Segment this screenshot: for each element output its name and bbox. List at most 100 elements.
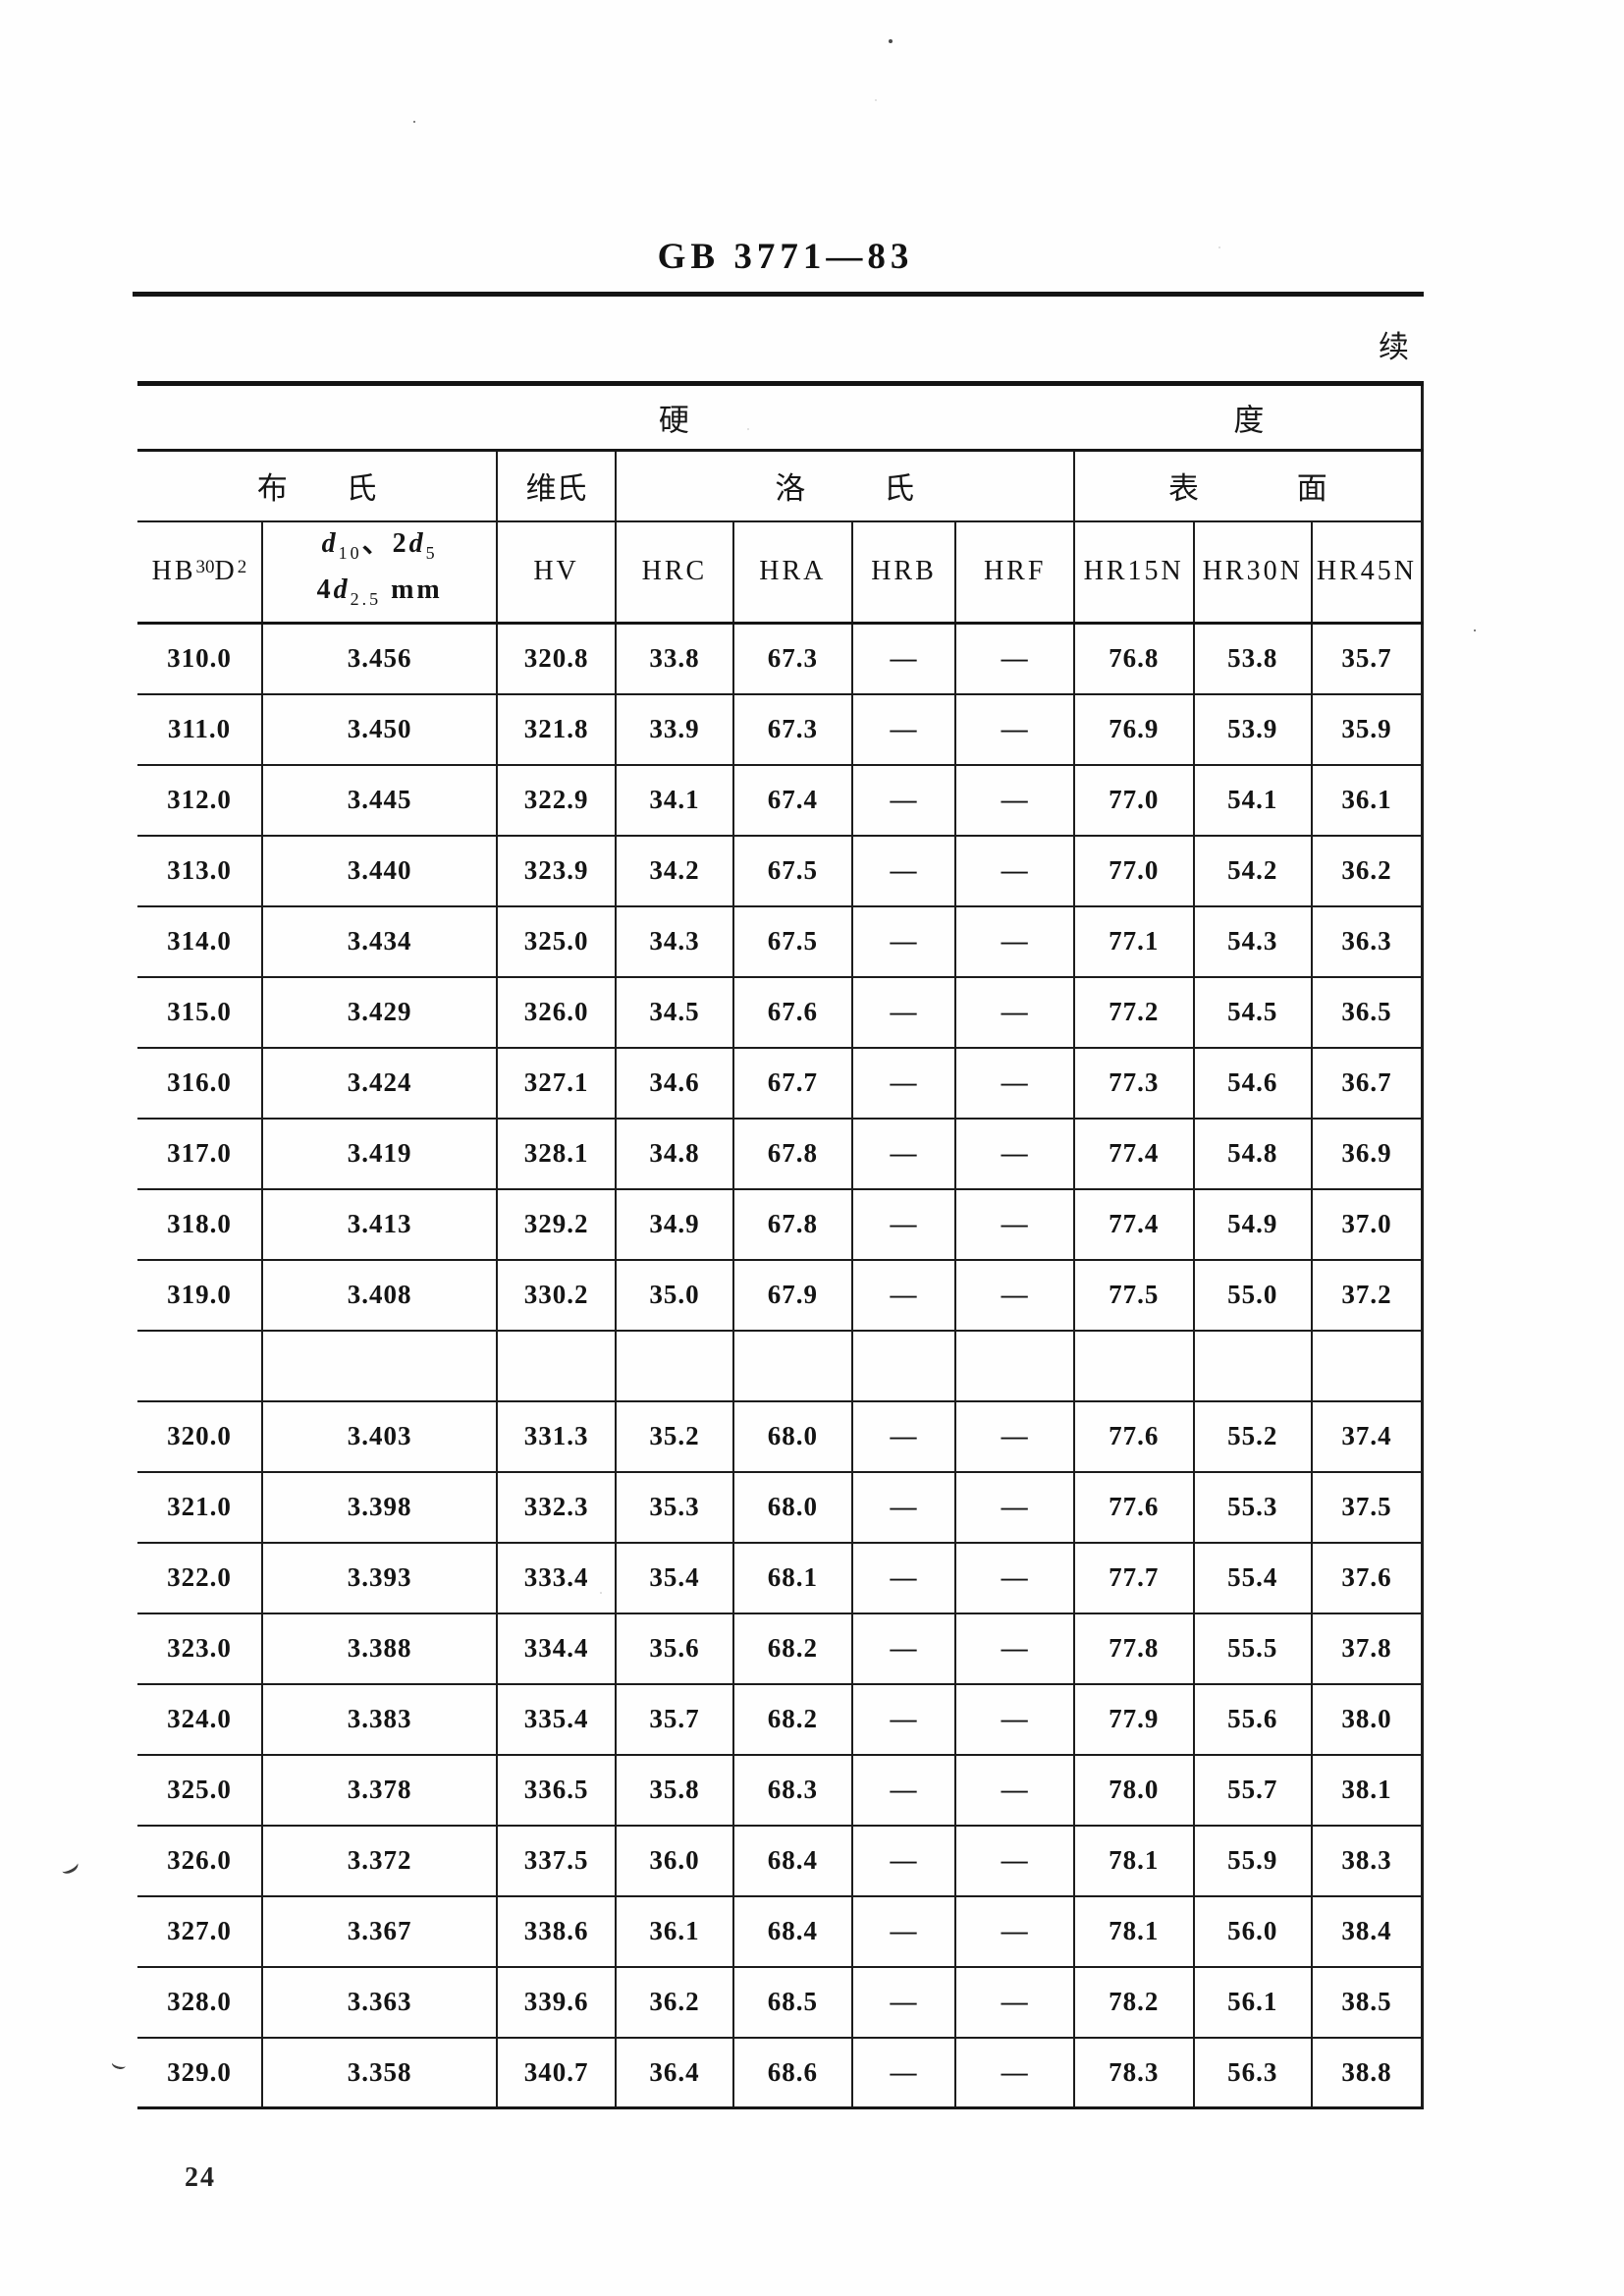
cell-hr30n: 54.1 [1192, 763, 1313, 837]
cell-hv: 328.1 [496, 1117, 617, 1190]
cell-hr30n: 55.6 [1192, 1682, 1313, 1756]
table-row: 316.0 3.424 327.1 34.6 67.7— —77.3 54.6 36.7 [137, 1046, 1424, 1120]
cell-hr15n: 77.0 [1072, 763, 1195, 837]
cell-hv: 321.8 [496, 692, 617, 766]
header-row-columns: HB30D2 d10、2d5 4d2.5 mm HV HRC HRA HRB H… [137, 519, 1424, 625]
cell-hrb: — [850, 975, 957, 1049]
cell-hr45n: 38.0 [1310, 1682, 1424, 1756]
cell-hra: 67.8 [732, 1117, 853, 1190]
cell-hrf: — [954, 1541, 1075, 1614]
cell-hb30d2: 327.0 [137, 1894, 263, 1968]
cell-hr15n [1072, 1329, 1195, 1402]
cell-hrc: 34.6 [614, 1046, 735, 1120]
cell-d-mm: 3.393 [260, 1541, 499, 1614]
hardness-spanner-cell: 硬 度 [137, 382, 1424, 452]
cell-hra: 68.1 [732, 1541, 853, 1614]
cell-hrb: — [850, 2036, 957, 2109]
cell-hr15n: 77.5 [1072, 1258, 1195, 1332]
cell-hv: 327.1 [496, 1046, 617, 1120]
cell-hrc: 34.8 [614, 1117, 735, 1190]
cell-hr45n: 35.9 [1310, 692, 1424, 766]
table-row: 323.0 3.388 334.4 35.6 68.2— —77.8 55.5 37.8 [137, 1612, 1424, 1685]
group-header-surface: 表 面 [1072, 449, 1424, 522]
cell-hra: 68.2 [732, 1612, 853, 1685]
cell-d-mm: 3.419 [260, 1117, 499, 1190]
cell-d-mm: 3.413 [260, 1187, 499, 1261]
pencil-mark [59, 1857, 81, 1877]
cell-hrf: — [954, 763, 1075, 837]
table-row: 321.0 3.398 332.3 35.3 68.0— —77.6 55.3 37.5 [137, 1470, 1424, 1544]
cell-hv: 339.6 [496, 1965, 617, 2039]
cell-hr15n: 78.0 [1072, 1753, 1195, 1827]
cell-hrb: — [850, 904, 957, 978]
column-header-hr15n: HR15N [1072, 519, 1195, 625]
cell-hr30n: 54.6 [1192, 1046, 1313, 1120]
group-header-vickers: 维氏 [496, 449, 617, 522]
cell-hrc: 35.7 [614, 1682, 735, 1756]
cell-hrf: — [954, 1682, 1075, 1756]
cell-hrc: 36.1 [614, 1894, 735, 1968]
cell-hrb: — [850, 1753, 957, 1827]
cell-hra: 68.0 [732, 1470, 853, 1544]
cell-hra: 67.7 [732, 1046, 853, 1120]
cell-d-mm: 3.363 [260, 1965, 499, 2039]
cell-d-mm: 3.388 [260, 1612, 499, 1685]
cell-hrc: 35.3 [614, 1470, 735, 1544]
cell-hb30d2: 313.0 [137, 834, 263, 907]
cell-hra: 67.8 [732, 1187, 853, 1261]
hb-d-symbol: D [214, 556, 238, 587]
cell-d-mm: 3.440 [260, 834, 499, 907]
cell-hv: 333.4 [496, 1541, 617, 1614]
cell-hr45n: 37.6 [1310, 1541, 1424, 1614]
cell-hrf: — [954, 1258, 1075, 1332]
cell-hrc: 35.8 [614, 1753, 735, 1827]
cell-hrb: — [850, 1541, 957, 1614]
cell-hv: 323.9 [496, 834, 617, 907]
cell-d-mm: 3.367 [260, 1894, 499, 1968]
table-row: 325.0 3.378 336.5 35.8 68.3— —78.0 55.7 38.1 [137, 1753, 1424, 1827]
cell-hr15n: 78.3 [1072, 2036, 1195, 2109]
cell-hra [732, 1329, 853, 1402]
cell-hrf: — [954, 1470, 1075, 1544]
cell-hr45n: 36.3 [1310, 904, 1424, 978]
cell-hrc: 34.2 [614, 834, 735, 907]
cell-hv: 325.0 [496, 904, 617, 978]
cell-hb30d2: 322.0 [137, 1541, 263, 1614]
table-row: 313.0 3.440 323.9 34.2 67.5— —77.0 54.2 36.2 [137, 834, 1424, 907]
table-row: 317.0 3.419 328.1 34.8 67.8— —77.4 54.8 36.9 [137, 1117, 1424, 1190]
table-row: 327.0 3.367 338.6 36.1 68.4— —78.1 56.0 38.4 [137, 1894, 1424, 1968]
cell-hrb [850, 1329, 957, 1402]
cell-hra: 67.6 [732, 975, 853, 1049]
cell-hr30n: 55.3 [1192, 1470, 1313, 1544]
cell-hv [496, 1329, 617, 1402]
cell-hra: 67.9 [732, 1258, 853, 1332]
cell-hra: 68.5 [732, 1965, 853, 2039]
cell-hrc [614, 1329, 735, 1402]
cell-hv: 326.0 [496, 975, 617, 1049]
cell-hrf: — [954, 2036, 1075, 2109]
table-row: 315.0 3.429 326.0 34.5 67.6— —77.2 54.5 36.5 [137, 975, 1424, 1049]
cell-hv: 337.5 [496, 1824, 617, 1897]
cell-hv: 330.2 [496, 1258, 617, 1332]
continued-label: 续 [1379, 330, 1409, 364]
cell-hrc: 35.0 [614, 1258, 735, 1332]
cell-hv: 335.4 [496, 1682, 617, 1756]
cell-hb30d2: 324.0 [137, 1682, 263, 1756]
group-header-brinell: 布 氏 [137, 449, 499, 522]
table-row: 310.0 3.456 320.8 33.8 67.3— —76.8 53.8 35.7 [137, 622, 1424, 695]
cell-hv: 329.2 [496, 1187, 617, 1261]
cell-d-mm: 3.424 [260, 1046, 499, 1120]
cell-hr30n: 55.4 [1192, 1541, 1313, 1614]
cell-hr30n: 54.2 [1192, 834, 1313, 907]
cell-hrb: — [850, 1682, 957, 1756]
hb-base: HB [151, 556, 196, 587]
cell-hr15n: 78.1 [1072, 1824, 1195, 1897]
cell-hr30n: 56.3 [1192, 2036, 1313, 2109]
table-row: 312.0 3.445 322.9 34.1 67.4— —77.0 54.1 36.1 [137, 763, 1424, 837]
cell-hrc: 34.3 [614, 904, 735, 978]
cell-hr15n: 78.1 [1072, 1894, 1195, 1968]
cell-hrf: — [954, 622, 1075, 695]
cell-d-mm [260, 1329, 499, 1402]
cell-hrb: — [850, 692, 957, 766]
cell-hb30d2: 314.0 [137, 904, 263, 978]
